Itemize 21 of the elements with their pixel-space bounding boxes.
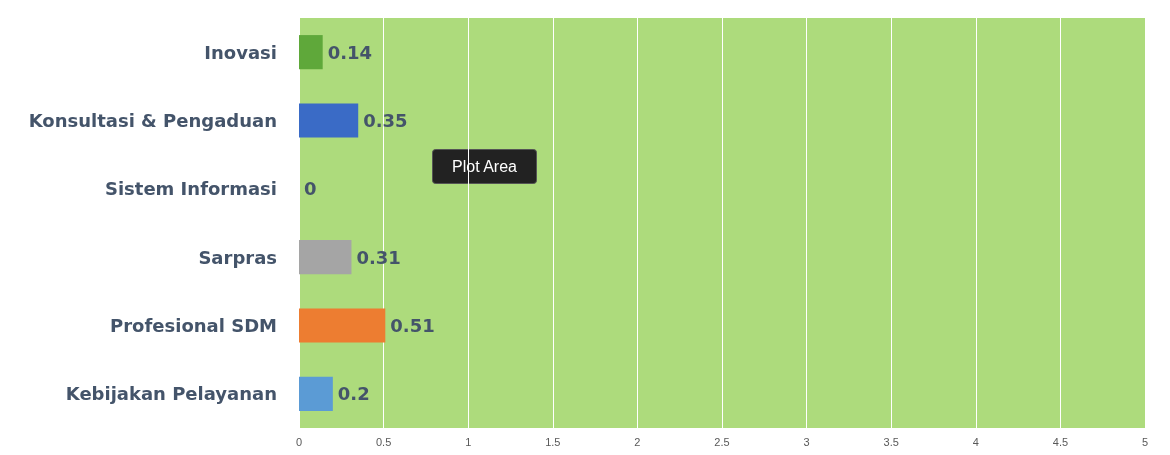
- data-label: 0.51: [390, 315, 435, 336]
- x-tick-label: 1: [465, 435, 472, 448]
- data-label: 0: [304, 178, 317, 200]
- y-tick-label: Inovasi: [204, 41, 277, 63]
- x-tick-label: 4: [972, 435, 979, 448]
- x-tick-label: 1.5: [545, 435, 561, 448]
- y-tick-label: Profesional SDM: [110, 315, 277, 336]
- x-tick-label: 3.5: [883, 435, 899, 448]
- x-tick-label: 5: [1141, 435, 1149, 448]
- y-tick-label: Sarpras: [198, 246, 277, 268]
- y-tick-label: Konsultasi & Pengaduan: [28, 110, 277, 131]
- x-tick-label: 3: [803, 435, 810, 448]
- x-tick-label: 4.5: [1052, 435, 1069, 448]
- x-tick-label: 0: [295, 435, 303, 448]
- x-tick-label: 2: [634, 435, 641, 448]
- y-tick-label: Sistem Informasi: [104, 178, 277, 200]
- x-tick-label: 2.5: [714, 435, 730, 448]
- data-label: 0.2: [337, 383, 370, 405]
- x-tick-label: 0.5: [375, 435, 392, 448]
- data-label: 0.14: [327, 41, 373, 63]
- y-tick-label: Kebijakan Pelayanan: [65, 383, 277, 405]
